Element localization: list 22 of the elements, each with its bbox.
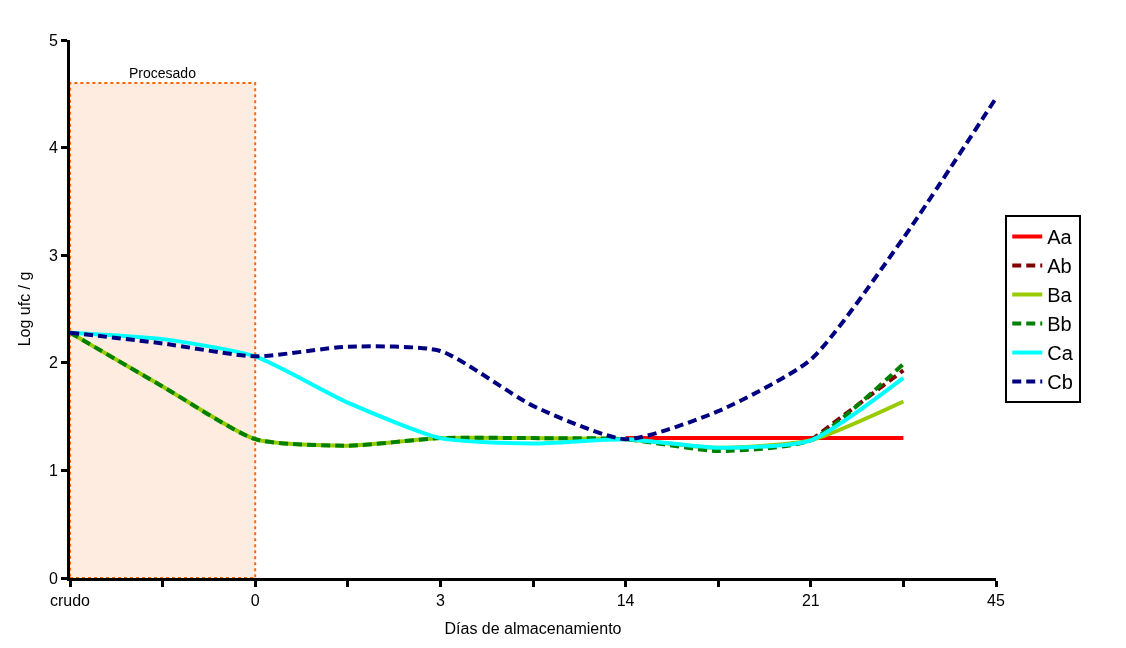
legend-label: Ba — [1047, 284, 1073, 307]
y-tick-label: 3 — [48, 246, 58, 264]
x-tick-label: 14 — [616, 592, 635, 610]
x-axis-title: Días de almacenamiento — [444, 619, 622, 637]
x-tick-label: 21 — [801, 592, 820, 610]
legend-label: Ca — [1047, 342, 1074, 365]
x-tick-label: 45 — [987, 592, 1005, 610]
x-tick-label: crudo — [49, 592, 91, 610]
band-label: Procesado — [129, 65, 197, 81]
y-axis-title: Log ufc / g — [15, 271, 33, 347]
x-tick-label: 3 — [435, 592, 445, 610]
y-tick-label: 0 — [48, 569, 58, 587]
y-tick-label: 2 — [48, 354, 58, 372]
y-tick-label: 4 — [48, 139, 58, 157]
y-tick-label: 1 — [48, 462, 58, 479]
legend-label: Cb — [1047, 371, 1073, 394]
y-tick-label: 5 — [48, 31, 58, 49]
x-tick-label: 0 — [250, 592, 260, 610]
line-series — [70, 96, 996, 442]
legend-label: Bb — [1047, 313, 1072, 336]
legend-label: Aa — [1047, 226, 1073, 249]
legend-label: Ab — [1047, 255, 1072, 278]
